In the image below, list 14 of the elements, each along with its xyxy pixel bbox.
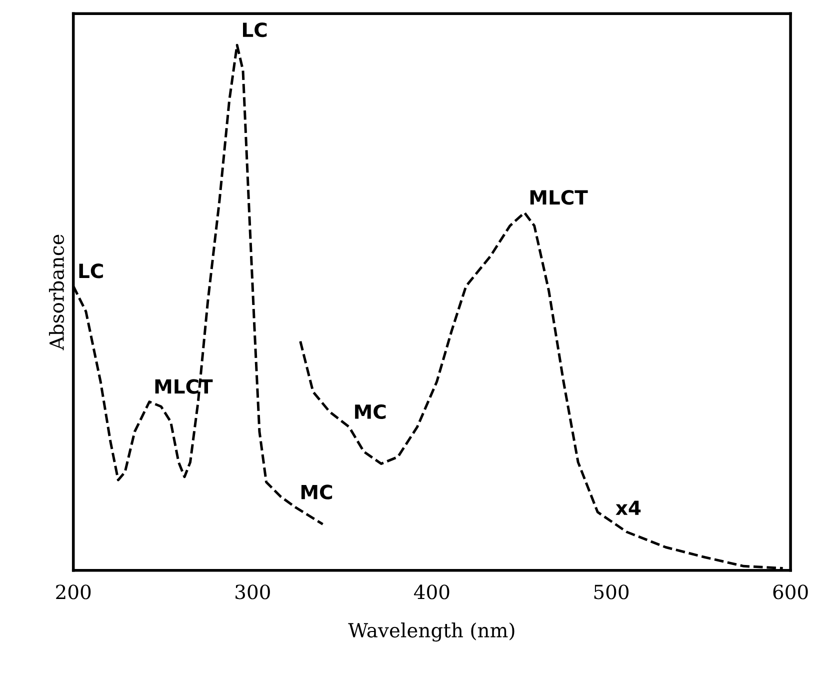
x-tick-label: 400 xyxy=(414,584,450,600)
annotation: MLCT xyxy=(530,190,588,205)
x-axis-title: Wavelength (nm) xyxy=(348,622,514,642)
annotation: MC xyxy=(301,484,332,500)
x-tick-label: 500 xyxy=(594,584,629,600)
annotation: MLCT xyxy=(155,379,213,394)
x-tick-label: 600 xyxy=(773,584,808,600)
x-tick-label: 200 xyxy=(56,584,91,600)
x-tick-label: 300 xyxy=(236,584,270,600)
annotation: x4 xyxy=(616,500,641,515)
y-axis-title: Absorbance xyxy=(48,234,64,350)
annotation: MC xyxy=(355,404,386,420)
annotation: LC xyxy=(79,264,103,278)
annotation: LC xyxy=(243,22,267,38)
